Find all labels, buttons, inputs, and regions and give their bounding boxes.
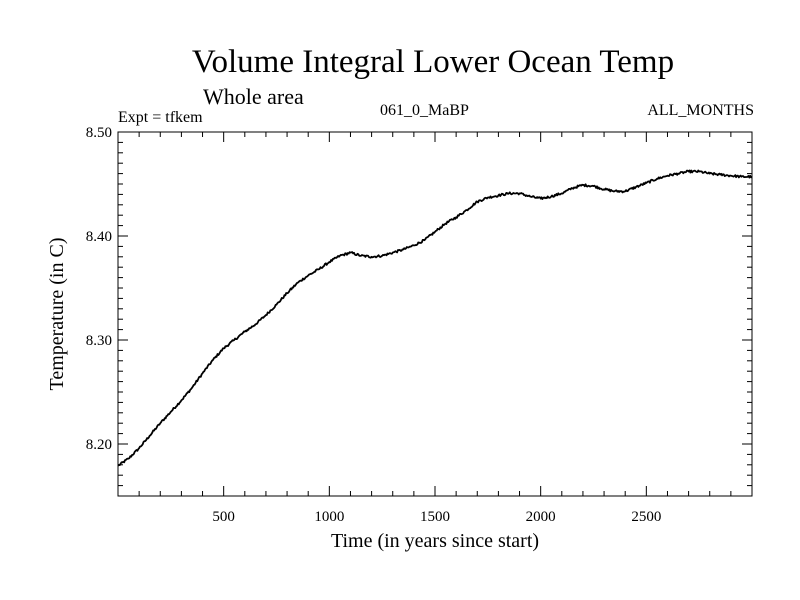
plot-frame [117,131,753,497]
y-tick-label: 8.30 [86,333,112,349]
period-label: 061_0_MaBP [380,102,469,119]
x-tick-label: 2000 [526,509,556,525]
months-label: ALL_MONTHS [647,102,754,119]
chart-title: Volume Integral Lower Ocean Temp [191,44,675,80]
axis-ticks [118,132,752,496]
y-axis-label: Temperature (in C) [46,238,68,391]
x-axis-label: Time (in years since start) [331,530,539,552]
chart-subtitle: Whole area [203,84,304,109]
x-tick-label: 1000 [314,509,344,525]
x-tick-label: 500 [212,509,235,525]
x-tick-label: 1500 [420,509,450,525]
axis-tick-labels: 500 1000 1500 2000 2500 8.20 8.30 8.40 8.50 [86,125,662,525]
x-tick-label: 2500 [631,509,661,525]
y-tick-label: 8.20 [86,437,112,453]
y-tick-label: 8.40 [86,229,112,245]
y-tick-label: 8.50 [86,125,112,141]
series-line [117,169,753,467]
experiment-label: Expt = tfkem [118,109,203,126]
